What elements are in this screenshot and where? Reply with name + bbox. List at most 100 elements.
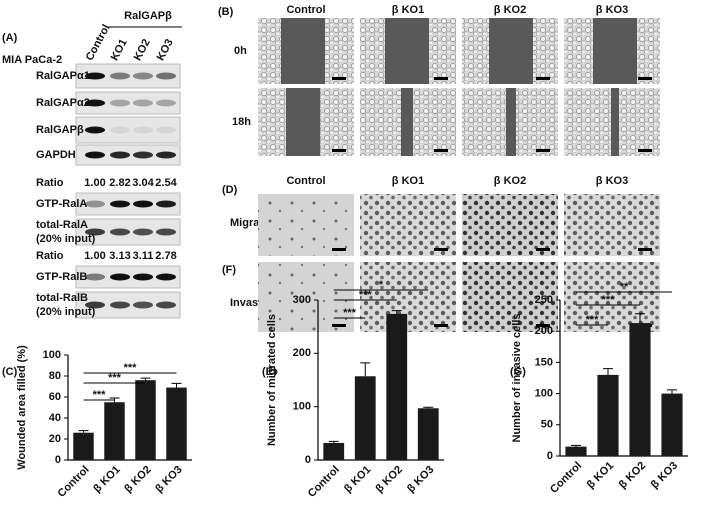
band — [85, 126, 105, 134]
error-bar — [571, 444, 581, 447]
gtp-label: GTP-RalA — [36, 198, 87, 210]
ratio-value: 2.82 — [109, 177, 130, 189]
error-bar — [635, 313, 645, 324]
wound-gap — [401, 88, 413, 156]
bar — [597, 374, 619, 456]
scale-bar — [332, 149, 346, 152]
x-tick-label: Control — [306, 464, 342, 500]
band — [85, 228, 105, 236]
panel-label: (A) — [2, 32, 18, 44]
input-label: (20% input) — [36, 233, 96, 245]
y-axis-label: Number of invasive cells — [511, 314, 523, 443]
gtp-label: GTP-RalB — [36, 271, 87, 283]
bar — [629, 323, 651, 456]
total-label: total-RalA — [36, 219, 88, 231]
ratio-value: 2.54 — [155, 177, 177, 189]
error-bar — [78, 430, 89, 433]
row-label: 18h — [232, 116, 251, 128]
ratio-value: 3.11 — [133, 250, 154, 262]
scale-bar — [638, 248, 652, 251]
wound-gap — [286, 88, 320, 156]
band — [156, 99, 176, 107]
y-axis-label: Wounded area filled (%) — [16, 345, 28, 470]
bar — [417, 408, 439, 460]
y-tick-label: 0 — [55, 454, 61, 466]
y-tick-label: 80 — [49, 370, 61, 382]
scale-bar — [536, 149, 550, 152]
band — [110, 273, 130, 281]
wound-gap — [489, 18, 533, 84]
row-label: RalGAPβ — [36, 124, 84, 136]
blot-box — [75, 91, 181, 115]
lane-label: KO1 — [109, 37, 130, 63]
band — [156, 200, 176, 208]
band — [133, 228, 153, 236]
error-bar — [667, 389, 677, 394]
band — [156, 228, 176, 236]
x-tick-label: β KO3 — [153, 464, 184, 495]
column-label: β KO1 — [392, 175, 424, 187]
x-tick-label: β KO1 — [342, 464, 373, 495]
scale-bar — [536, 324, 550, 327]
wound-gap — [593, 18, 637, 84]
x-tick-label: Control — [56, 464, 92, 500]
ratio-value: 3.04 — [132, 177, 154, 189]
bar — [323, 442, 345, 460]
ratio-value: 1.00 — [84, 250, 105, 262]
significance-label: *** — [586, 314, 600, 326]
column-label: Control — [286, 4, 325, 16]
micrograph — [564, 262, 660, 332]
input-label: (20% input) — [36, 306, 96, 318]
scale-bar — [434, 77, 448, 80]
wound-gap — [385, 18, 429, 84]
band — [110, 301, 130, 309]
panel-label: (B) — [218, 6, 234, 18]
band — [133, 273, 153, 281]
micrograph — [258, 194, 354, 256]
error-bar — [360, 362, 371, 377]
row-label: RalGAPα2 — [36, 97, 90, 109]
band — [133, 72, 153, 80]
significance-label: *** — [359, 289, 373, 301]
band — [133, 99, 153, 107]
y-tick-label: 20 — [49, 433, 61, 445]
y-tick-label: 200 — [535, 325, 553, 337]
column-label: Control — [286, 175, 325, 187]
band — [85, 301, 105, 309]
bar — [661, 393, 683, 456]
band — [110, 72, 130, 80]
panel-label: (E) — [262, 366, 277, 378]
significance-label: *** — [602, 294, 616, 306]
y-tick-label: 0 — [305, 454, 311, 466]
scale-bar — [332, 324, 346, 327]
column-label: β KO2 — [494, 4, 526, 16]
band — [156, 72, 176, 80]
band — [156, 273, 176, 281]
x-tick-label: β KO2 — [122, 464, 153, 495]
band — [85, 72, 105, 80]
wound-gap — [281, 18, 325, 84]
band — [110, 151, 130, 159]
ratio-value: 3.13 — [109, 250, 130, 262]
scale-bar — [536, 248, 550, 251]
micrograph — [564, 194, 660, 256]
band — [85, 273, 105, 281]
cell-line: MIA PaCa-2 — [2, 54, 62, 66]
panel-label: (F) — [222, 264, 236, 276]
lane-label: KO2 — [132, 37, 153, 63]
row-label: GAPDH — [36, 149, 76, 161]
y-tick-label: 250 — [535, 294, 553, 306]
micrograph — [258, 262, 354, 332]
scale-bar — [434, 324, 448, 327]
scale-bar — [332, 248, 346, 251]
band — [133, 151, 153, 159]
wound-gap — [611, 88, 619, 156]
micrograph — [360, 262, 456, 332]
band — [110, 126, 130, 134]
scale-bar — [536, 77, 550, 80]
x-tick-label: Control — [548, 460, 584, 496]
band — [156, 151, 176, 159]
x-tick-label: β KO3 — [405, 464, 436, 495]
micrograph — [360, 194, 456, 256]
ratio-value: 2.78 — [155, 250, 176, 262]
